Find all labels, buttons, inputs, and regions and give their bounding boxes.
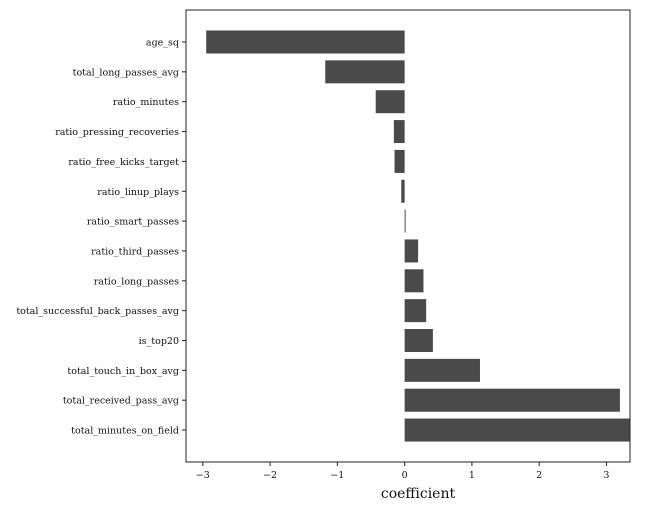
x-tick-label: 3 <box>603 470 609 481</box>
bar-ratio-linup-plays <box>401 179 405 203</box>
x-tick-label: 0 <box>402 470 408 481</box>
x-tick-label: −3 <box>196 470 210 481</box>
y-tick-label: ratio_free_kicks_target <box>68 157 179 168</box>
y-tick-label: ratio_smart_passes <box>87 217 179 228</box>
y-tick-label: total_received_pass_avg <box>63 396 179 407</box>
y-tick-label: total_long_passes_avg <box>73 67 179 78</box>
x-tick-label: −2 <box>263 470 277 481</box>
y-axis: age_sq total_long_passes_avg ratio_minutes… <box>16 38 186 437</box>
bar-total-touch-in-box-avg <box>404 358 480 382</box>
bar-ratio-long-passes <box>404 269 424 293</box>
bar-total-successful-back-passes-avg <box>404 299 427 323</box>
bar-total-long-passes-avg <box>325 60 405 84</box>
x-tick-label: 1 <box>469 470 475 481</box>
bars-group <box>206 30 630 442</box>
plot-frame <box>185 9 631 463</box>
y-tick-label: total_successful_back_passes_avg <box>16 306 179 317</box>
bar-age-sq <box>206 30 405 54</box>
y-tick-label: ratio_linup_plays <box>97 187 179 198</box>
y-tick-label: ratio_long_passes <box>94 276 179 287</box>
bar-total-received-pass-avg <box>404 388 620 412</box>
y-tick-label: is_top20 <box>139 336 179 347</box>
x-axis: −3 −2 −1 0 1 2 3 <box>196 462 609 481</box>
bar-is-top20 <box>404 329 433 352</box>
bar-total-minutes-on-field <box>404 418 630 442</box>
y-tick-label: ratio_minutes <box>113 97 179 108</box>
x-tick-label: −1 <box>330 470 344 481</box>
x-tick-label: 2 <box>536 470 542 481</box>
y-tick-label: age_sq <box>146 38 179 49</box>
bar-ratio-free-kicks-target <box>394 149 405 173</box>
bar-ratio-minutes <box>375 90 405 114</box>
bar-ratio-pressing-recoveries <box>393 120 405 144</box>
y-tick-label: ratio_third_passes <box>91 246 179 257</box>
y-tick-label: total_minutes_on_field <box>71 426 179 437</box>
y-tick-label: total_touch_in_box_avg <box>67 366 179 377</box>
x-axis-label: coefficient <box>381 486 456 502</box>
bar-ratio-smart-passes <box>404 209 406 233</box>
bar-ratio-third-passes <box>404 239 419 263</box>
y-tick-label: ratio_pressing_recoveries <box>55 127 179 138</box>
